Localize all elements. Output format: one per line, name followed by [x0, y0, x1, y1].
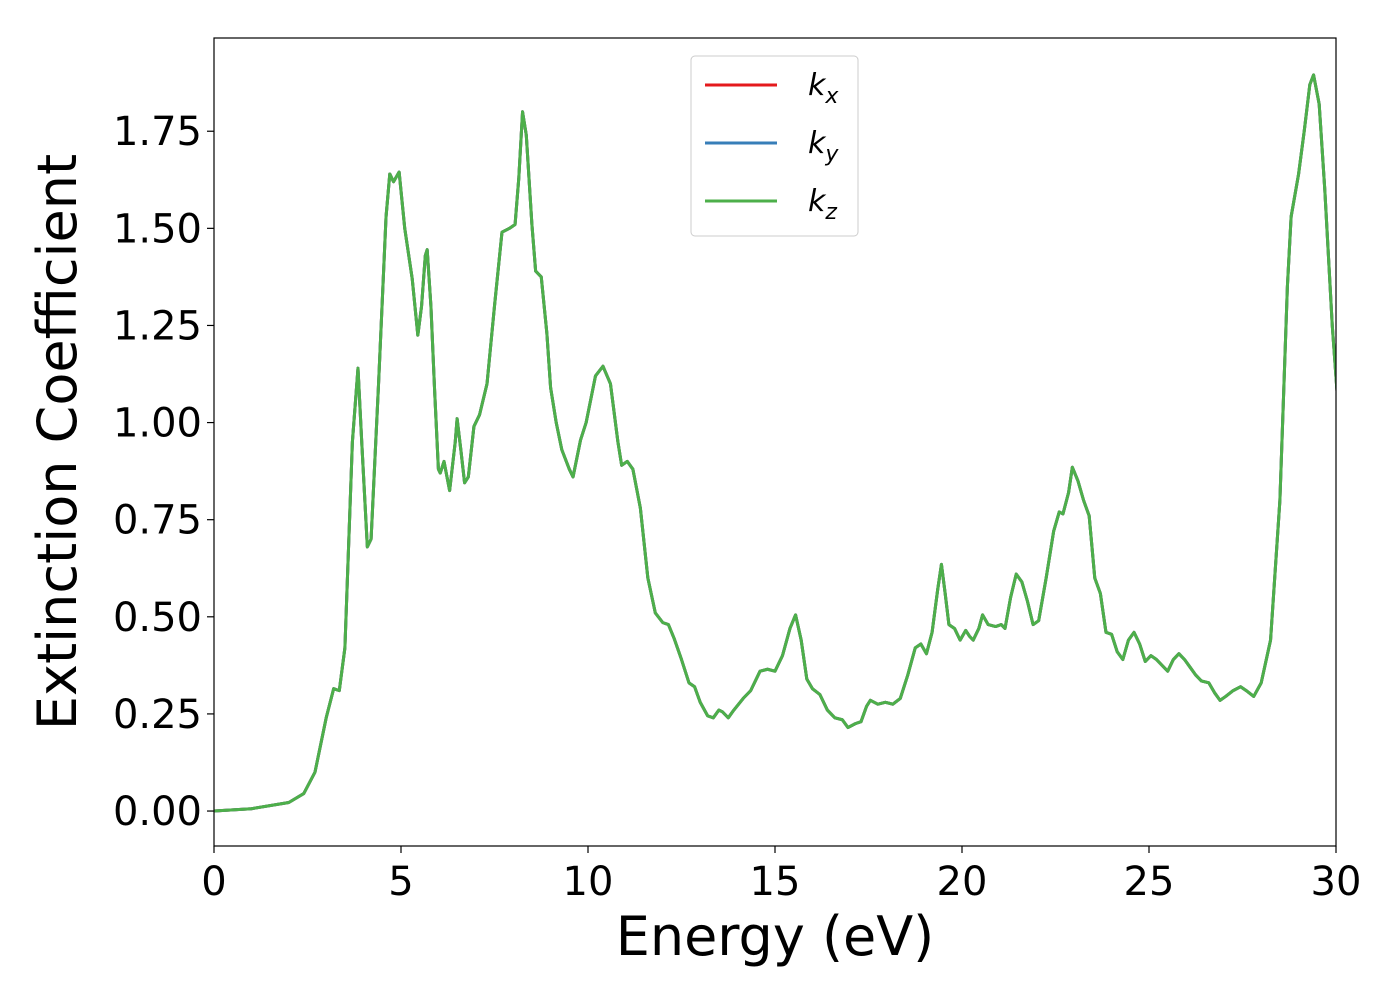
series-line-k-z: [214, 73, 1336, 813]
legend-label: kx: [808, 68, 839, 109]
legend-label-subscript: y: [824, 142, 839, 167]
legend-entry-k-z: kz: [705, 184, 837, 225]
legend-label-base: k: [808, 184, 827, 219]
y-axis-label: Extinction Coefficient: [26, 154, 89, 730]
x-axis-label: Energy (eV): [616, 905, 935, 968]
y-tick-label: 0.25: [113, 692, 202, 738]
legend-label-subscript: x: [824, 84, 839, 109]
legend-label: ky: [808, 126, 839, 167]
y-tick-label: 0.00: [113, 789, 202, 835]
y-tick-label: 1.25: [113, 303, 202, 349]
legend-label-base: k: [808, 68, 827, 103]
legend-box: [690, 55, 859, 237]
y-tick-label: 0.75: [113, 498, 202, 544]
series-lines: [214, 73, 1336, 813]
x-tick-label: 15: [750, 859, 801, 905]
x-tick-label: 0: [201, 859, 226, 905]
x-tick-label: 30: [1311, 859, 1362, 905]
legend-label: kz: [808, 184, 837, 225]
y-tick-label: 1.00: [113, 401, 202, 447]
y-axis: 0.00 0.25 0.50 0.75 1.00 1.25 1.50 1.75: [113, 109, 214, 835]
x-tick-label: 5: [388, 859, 413, 905]
x-tick-label: 25: [1124, 859, 1175, 905]
x-tick-label: 10: [563, 859, 614, 905]
legend-label-subscript: z: [824, 200, 837, 225]
y-tick-label: 0.50: [113, 595, 202, 641]
y-tick-label: 1.50: [113, 206, 202, 252]
y-tick-label: 1.75: [113, 109, 202, 155]
x-tick-label: 20: [937, 859, 988, 905]
legend-entry-k-y: ky: [705, 126, 839, 167]
legend-entry-k-x: kx: [705, 68, 839, 109]
legend-label-base: k: [808, 126, 827, 161]
x-axis: 0 5 10 15 20 25 30: [201, 846, 1361, 905]
